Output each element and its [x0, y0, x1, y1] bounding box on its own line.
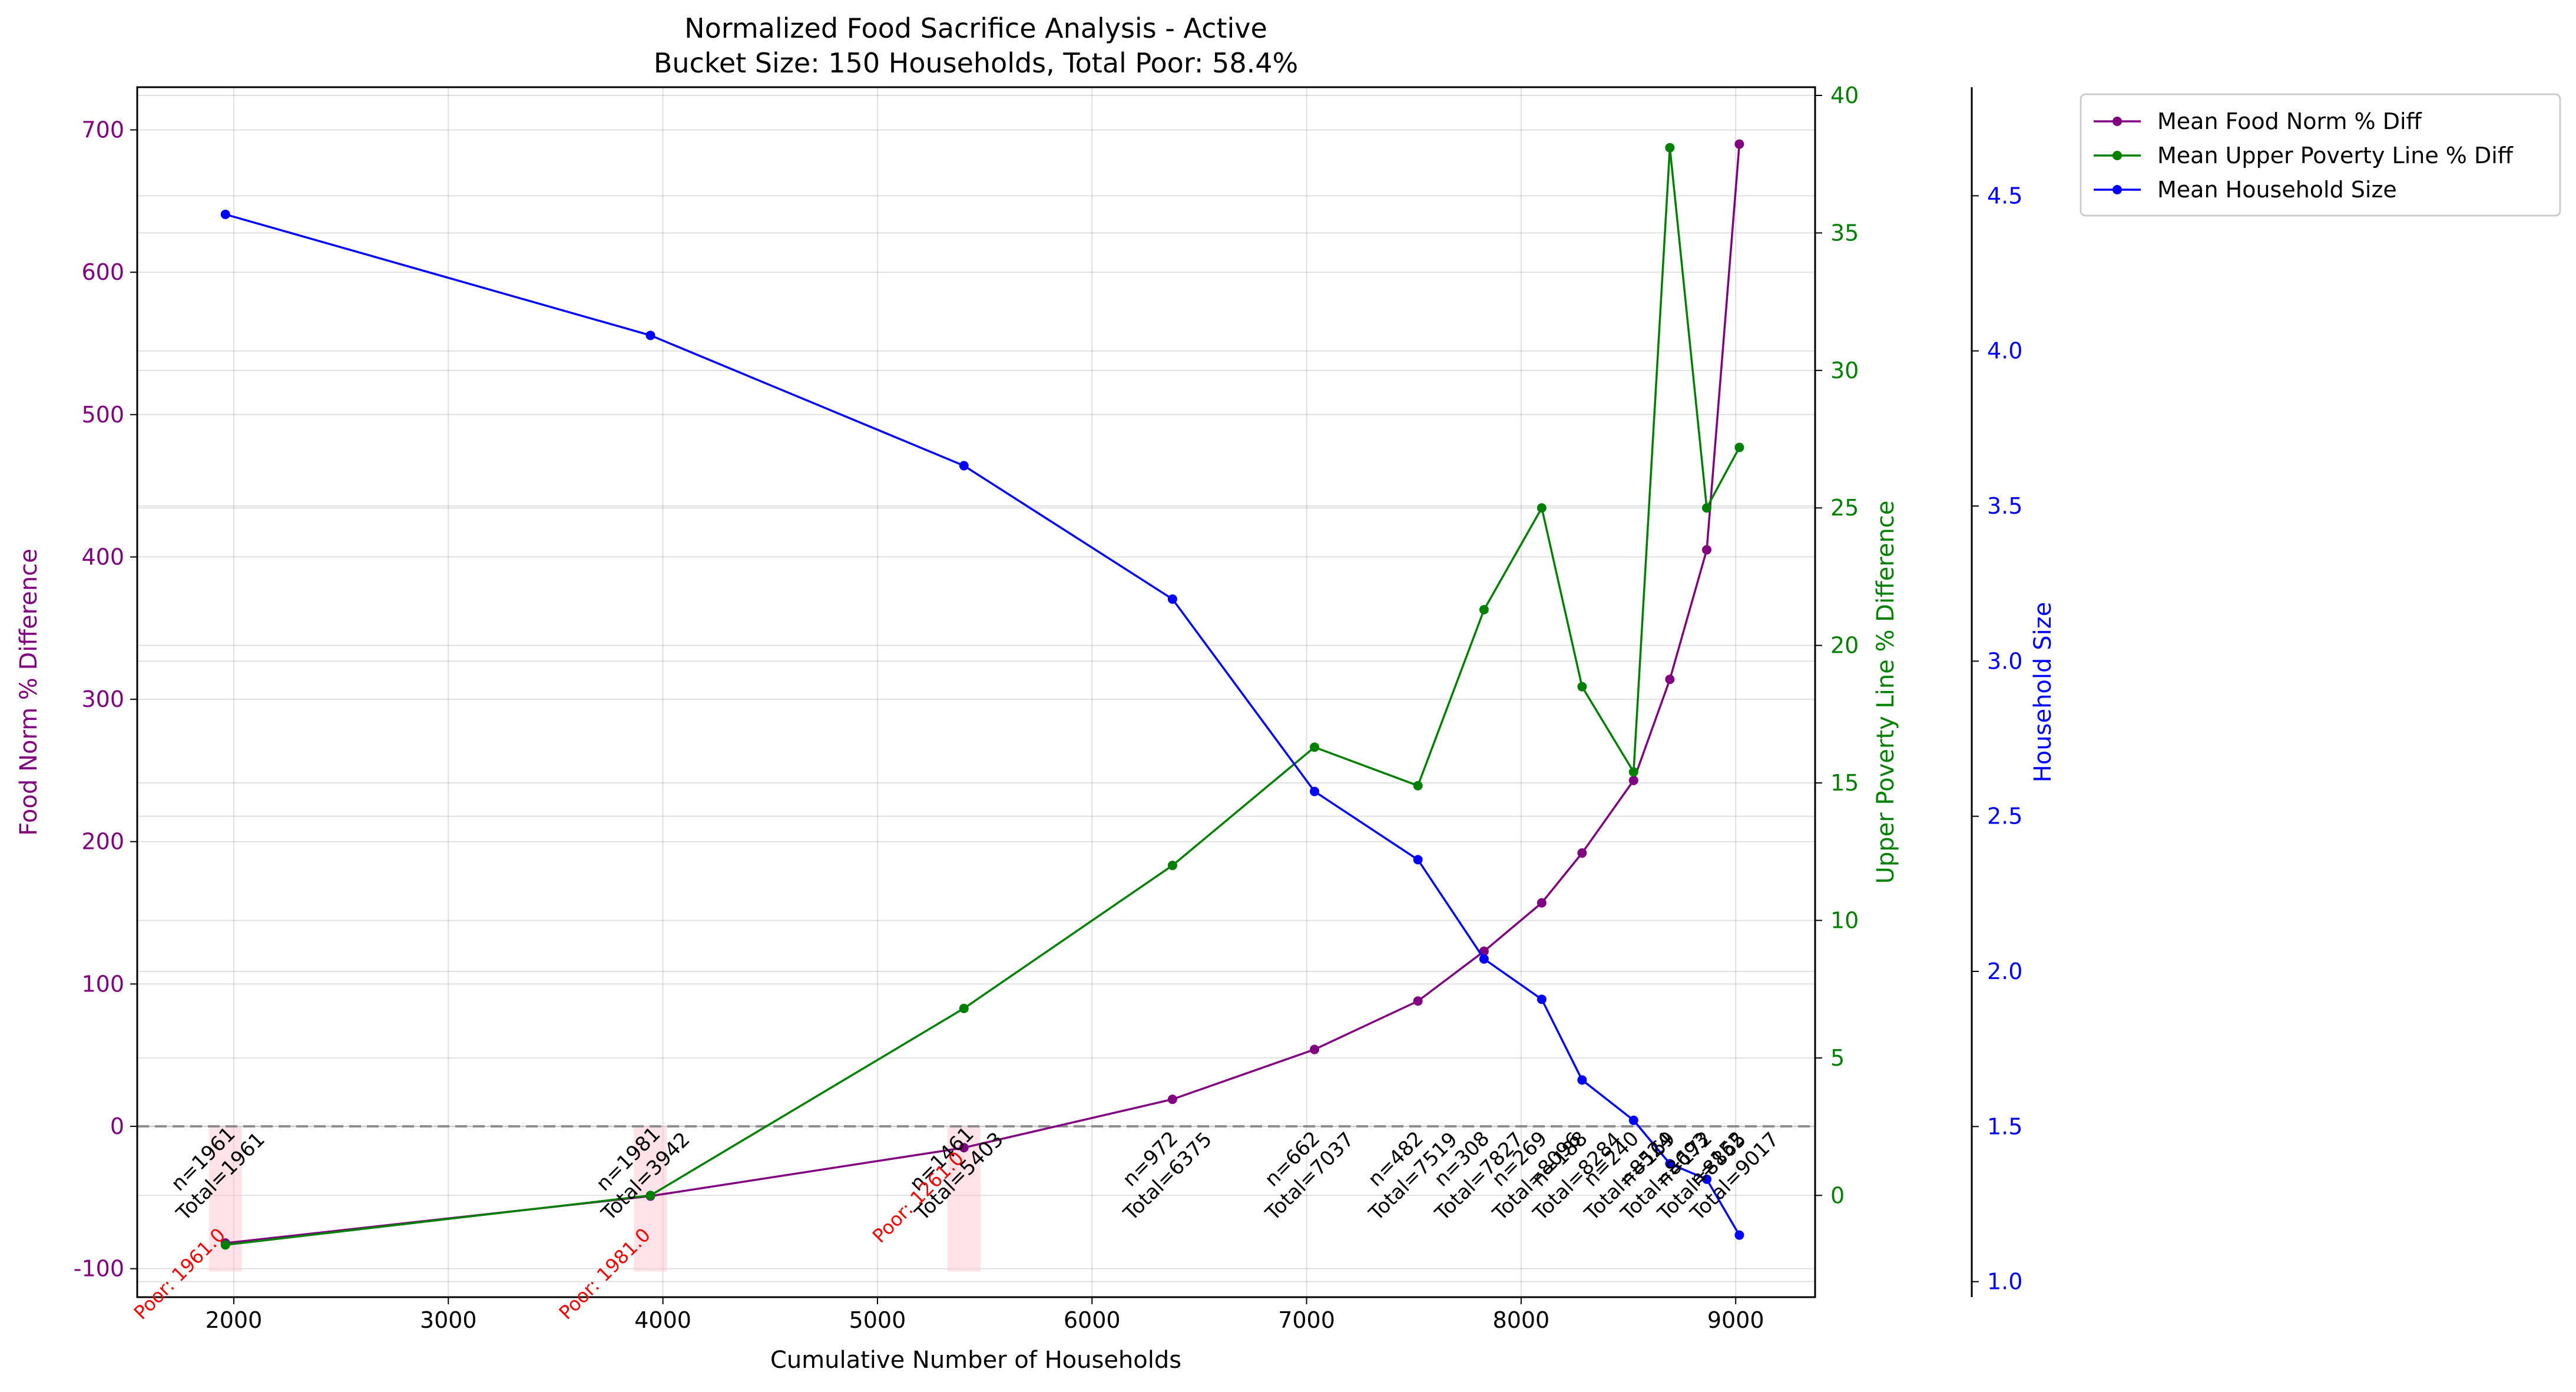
- right1-tick-label: 10: [1830, 907, 1859, 933]
- grid: [137, 87, 1815, 1297]
- data-point-2: [959, 461, 969, 471]
- data-point-0: [1537, 898, 1547, 908]
- x-axis-label: Cumulative Number of Households: [770, 1347, 1181, 1374]
- right1-tick-label: 20: [1830, 633, 1859, 659]
- data-point-2: [1479, 954, 1489, 964]
- right1-tick-label: 5: [1830, 1045, 1845, 1071]
- data-point-1: [1537, 503, 1547, 513]
- series-line-0: [225, 144, 1741, 1244]
- data-point-1: [1577, 682, 1587, 692]
- left-tick-label: 200: [81, 829, 124, 855]
- right1-tick-label: 15: [1830, 770, 1859, 796]
- series-group: [220, 139, 1744, 1250]
- data-point-2: [645, 330, 655, 340]
- data-point-2: [220, 209, 230, 219]
- data-point-1: [1167, 861, 1177, 871]
- data-point-2: [1577, 1075, 1587, 1085]
- data-point-1: [1734, 442, 1744, 452]
- data-point-0: [1628, 775, 1638, 785]
- data-point-1: [1413, 781, 1423, 791]
- data-point-1: [1665, 143, 1675, 153]
- data-point-1: [1310, 742, 1320, 752]
- data-point-1: [1479, 604, 1489, 614]
- right2-tick-label: 4.0: [1987, 338, 2022, 364]
- legend-item-label: Mean Food Norm % Diff: [2157, 108, 2422, 134]
- right2-tick-label: 3.0: [1987, 648, 2022, 674]
- right2-tick-label: 4.5: [1987, 183, 2022, 209]
- right2-tick-label: 3.5: [1987, 493, 2022, 519]
- plot-area-border: [136, 86, 1816, 1298]
- legend-box: [2080, 93, 2561, 217]
- x-tick-label: 3000: [420, 1307, 477, 1333]
- left-tick-label: 500: [81, 402, 124, 428]
- x-tick-label: 2000: [206, 1307, 263, 1333]
- legend-item-label: Mean Household Size: [2157, 177, 2397, 203]
- data-point-0: [1167, 1095, 1177, 1105]
- left-tick-label: 600: [81, 259, 124, 285]
- data-point-2: [1167, 594, 1177, 604]
- right1-tick-label: 30: [1830, 358, 1859, 383]
- right1-tick-label: 25: [1830, 495, 1859, 521]
- legend: Mean Food Norm % Diff Mean Upper Poverty …: [2080, 93, 2561, 217]
- legend-swatch-marker: [2113, 117, 2122, 126]
- data-point-0: [1702, 545, 1712, 555]
- data-point-1: [959, 1003, 969, 1013]
- data-point-1: [645, 1191, 655, 1201]
- x-tick-label: 6000: [1064, 1307, 1121, 1333]
- data-point-2: [1413, 855, 1423, 865]
- poor-bands: [208, 1126, 981, 1272]
- data-point-1: [1628, 767, 1638, 777]
- left-tick-label: 700: [81, 117, 124, 143]
- plot-frame: [136, 86, 1816, 1298]
- left-tick-label: 300: [81, 686, 124, 712]
- data-point-2: [1702, 1174, 1712, 1184]
- right2-tick-label: 2.5: [1987, 804, 2022, 829]
- series-line-2: [225, 213, 1740, 1236]
- data-point-2: [1734, 1230, 1744, 1240]
- x-tick-label: 7000: [1278, 1307, 1335, 1333]
- left-axis-label: Food Norm % Difference: [15, 548, 42, 835]
- data-point-0: [1577, 848, 1587, 858]
- household-size-axis-label: Household Size: [2029, 602, 2057, 783]
- data-point-0: [1413, 996, 1423, 1006]
- right2-tick-label: 1.5: [1987, 1113, 2022, 1139]
- left-tick-label: -100: [74, 1256, 124, 1282]
- chart-title: Normalized Food Sacrifice Analysis - Act…: [684, 12, 1267, 44]
- right2-tick-label: 1.0: [1987, 1269, 2022, 1295]
- x-tick-label: 8000: [1493, 1307, 1550, 1333]
- data-point-0: [1310, 1044, 1320, 1054]
- data-point-0: [1665, 674, 1675, 685]
- data-point-1: [220, 1240, 230, 1250]
- x-tick-label: 9000: [1707, 1307, 1764, 1333]
- legend-swatch-marker: [2113, 151, 2122, 160]
- right1-tick-label: 40: [1830, 82, 1859, 108]
- x-tick-label: 4000: [634, 1307, 691, 1333]
- data-point-0: [1734, 139, 1744, 149]
- legend-item-label: Mean Upper Poverty Line % Diff: [2157, 143, 2514, 168]
- right1-tick-label: 0: [1830, 1182, 1845, 1208]
- data-point-2: [1537, 994, 1547, 1004]
- x-tick-label: 5000: [849, 1307, 906, 1333]
- legend-swatch-marker: [2113, 185, 2122, 194]
- right2-tick-label: 2.0: [1987, 958, 2022, 984]
- titles: Normalized Food Sacrifice Analysis - Act…: [654, 12, 1298, 1374]
- data-point-1: [1702, 503, 1712, 513]
- axes: 2000 3000 4000 5000 6000 7000 8000 9000-1000100…: [15, 82, 2057, 1333]
- series-line-1: [225, 147, 1740, 1246]
- data-point-2: [1665, 1159, 1675, 1169]
- left-tick-label: 100: [81, 971, 124, 997]
- left-tick-label: 400: [81, 544, 124, 570]
- right-axis-label: Upper Poverty Line % Difference: [1872, 501, 1899, 884]
- left-tick-label: 0: [110, 1113, 124, 1139]
- chart-subtitle: Bucket Size: 150 Households, Total Poor:…: [654, 47, 1298, 79]
- data-point-2: [1628, 1115, 1638, 1125]
- data-point-2: [1310, 786, 1320, 796]
- data-point-0: [959, 1143, 969, 1153]
- right1-tick-label: 35: [1830, 220, 1859, 246]
